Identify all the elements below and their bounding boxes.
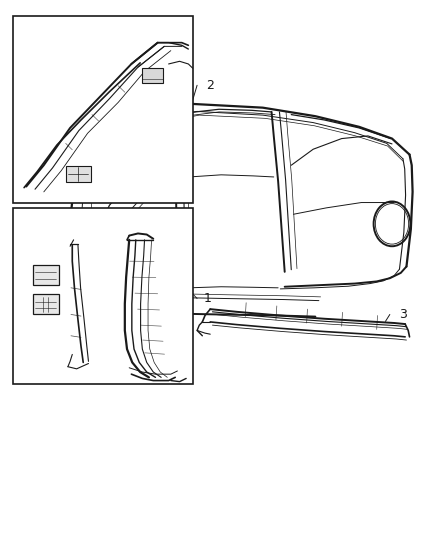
Text: 2: 2 xyxy=(206,79,214,92)
Bar xyxy=(13,16,193,203)
Text: 1: 1 xyxy=(204,292,212,305)
Text: 3: 3 xyxy=(399,308,406,321)
Bar xyxy=(33,265,59,285)
Bar xyxy=(13,208,193,384)
Bar xyxy=(142,68,163,83)
Bar xyxy=(66,166,91,182)
Bar xyxy=(33,294,59,314)
